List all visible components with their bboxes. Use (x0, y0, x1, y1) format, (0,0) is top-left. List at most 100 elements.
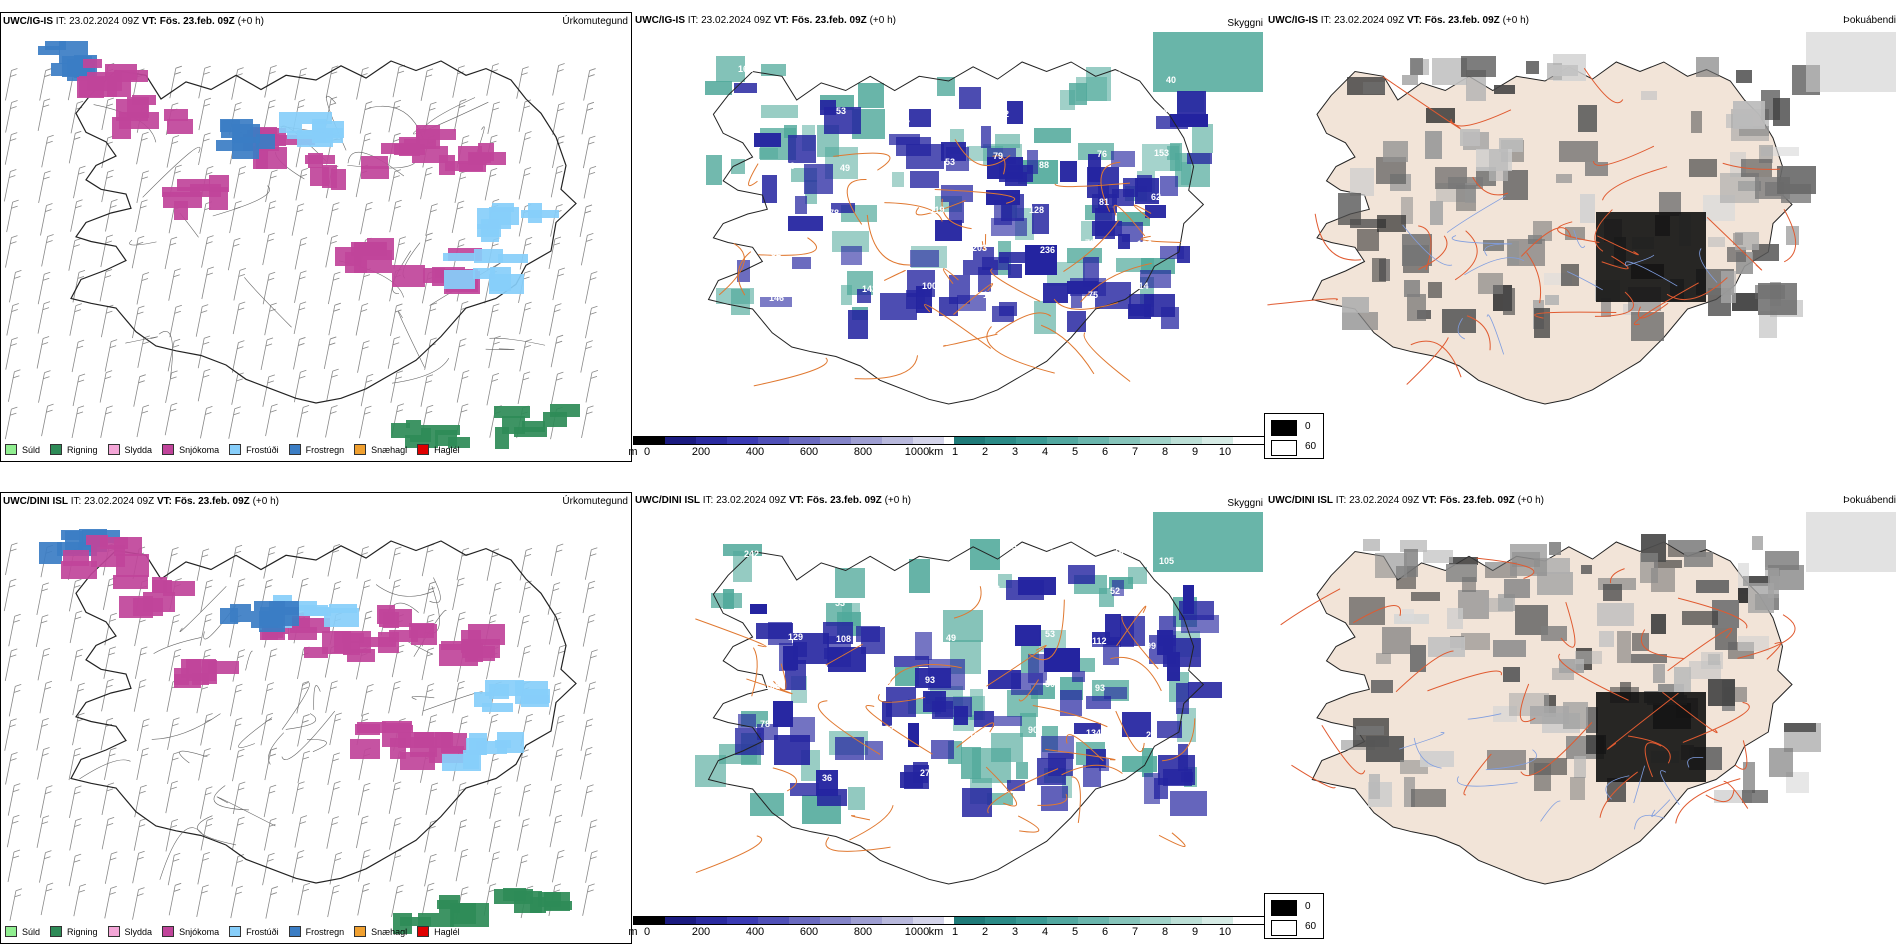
wind-barb (579, 204, 593, 238)
wind-barb (134, 646, 148, 679)
colorbar-strip (633, 916, 1265, 925)
road-line (151, 713, 221, 740)
fog-cell (1641, 91, 1657, 100)
visibility-map-bottom: 242 160 287 113 82 75 89 140 105 65 53 68 66 73 54 52 58… (695, 512, 1263, 885)
vis-cell-blue (1071, 293, 1082, 308)
precip-cell (38, 46, 60, 55)
fog-cell (1461, 633, 1490, 650)
wind-barb (166, 135, 180, 168)
wind-barb (455, 848, 469, 882)
road-line (941, 198, 972, 230)
fog-cell (1350, 219, 1386, 228)
wind-barb (5, 752, 18, 785)
colorbar-bin (882, 437, 913, 444)
road-line (1071, 776, 1081, 823)
fog-cell (1404, 549, 1418, 577)
road-line (1666, 277, 1728, 301)
visibility-value: 40 (1166, 75, 1176, 85)
wind-barb (169, 304, 182, 338)
vis-cell-blue (931, 740, 954, 759)
road-line (1110, 657, 1162, 692)
legend-item: Frostúði (229, 926, 279, 937)
visibility-value: 78 (760, 719, 770, 729)
colorbar-bin (985, 917, 1016, 924)
colorbar-tick: 1000 (904, 926, 930, 938)
wind-barb (488, 819, 502, 853)
visibility-value: 57 (900, 119, 910, 129)
vis-cell-blue (981, 126, 991, 148)
colorbar-bin (1233, 917, 1264, 924)
fog-cell (1530, 706, 1569, 724)
wind-barb (69, 818, 82, 851)
vis-cell-blue (1044, 648, 1080, 672)
wind-barb (294, 270, 307, 303)
iceland-coastline (70, 60, 577, 404)
visibility-value: 161 (738, 64, 753, 74)
visibility-value: 99 (1005, 73, 1015, 83)
wind-barb (8, 613, 21, 647)
road-line (1466, 315, 1491, 351)
wind-barb (297, 882, 311, 916)
colorbar-tick: 400 (745, 926, 765, 938)
fog-cell (1487, 750, 1526, 770)
visibility-value: 52 (771, 248, 781, 258)
wind-barb (581, 101, 595, 135)
wind-barb (168, 882, 182, 916)
wind-barb (6, 814, 20, 848)
colorbar-bin (634, 917, 665, 924)
fog-cell (1733, 233, 1743, 245)
vis-cell-teal (835, 568, 865, 598)
wind-barb (200, 818, 214, 851)
road-line (1737, 614, 1796, 659)
visibility-value: 89 (898, 68, 908, 78)
vis-cell-blue (999, 302, 1017, 316)
visibility-value: 62 (1151, 192, 1161, 202)
legend-item: Slydda (107, 926, 152, 937)
fog-cell (1659, 192, 1681, 216)
vis-cell-blue (1060, 690, 1082, 716)
precip-cell (443, 253, 475, 261)
colorbar-tick: 6 (1101, 446, 1109, 458)
wind-barb (516, 66, 529, 99)
wind-barb (101, 816, 115, 850)
wind-barb (198, 132, 211, 166)
colorbar-tick: 600 (799, 446, 819, 458)
road-line (887, 664, 962, 687)
vis-cell-teal (706, 155, 722, 185)
colorbar-tick: 0 (643, 446, 651, 458)
wind-barb (326, 816, 339, 849)
precip-cell (411, 624, 437, 645)
precip-cell (345, 252, 367, 273)
wind-barb (328, 781, 341, 814)
panel-title: UWC/DINI ISL IT: 23.02.2024 09Z VT: Fös.… (3, 496, 279, 507)
legend-label: Frostregn (305, 926, 345, 937)
road-line (817, 700, 881, 755)
wind-barb (584, 547, 598, 580)
fog-cell (1420, 751, 1454, 767)
vis-cell-teal (716, 288, 754, 304)
river-line (1573, 229, 1586, 249)
road-line (1557, 221, 1600, 243)
panel-title: UWC/IG-IS IT: 23.02.2024 09Z VT: Fös. 23… (1268, 15, 1529, 26)
colorbar-gap (944, 917, 954, 924)
precip-cell (530, 897, 546, 913)
legend-item: Snæhagl (354, 444, 407, 455)
visibility-value: 203 (972, 243, 987, 253)
fog-cell (1738, 636, 1769, 651)
colorbar-unit: m (628, 926, 638, 938)
fog-shading (1338, 54, 1820, 341)
vis-cell-blue (1183, 585, 1194, 614)
road-line (1596, 235, 1639, 256)
precip-cell (490, 267, 511, 291)
precip-cell (291, 605, 328, 616)
wind-barb (293, 369, 307, 403)
road-line (1037, 793, 1068, 806)
visibility-value: 140 (1114, 546, 1129, 556)
legend-swatch (417, 926, 430, 937)
road-line (1677, 597, 1748, 629)
precip-areas (39, 529, 572, 934)
wind-barb (169, 65, 182, 99)
vis-cell-blue (882, 701, 892, 726)
road-line (125, 336, 158, 344)
fog-cell (1736, 70, 1752, 83)
